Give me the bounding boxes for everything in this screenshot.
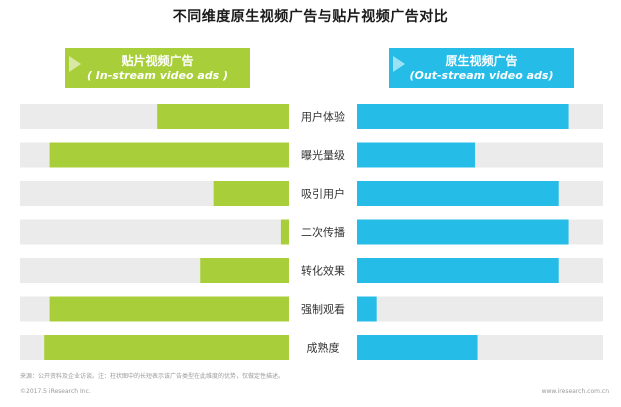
site-url: www.iresearch.com.cn	[541, 388, 609, 395]
copyright: ©2017.5 iResearch Inc.	[20, 388, 91, 395]
source-note: 来源：公开资料及企业访谈。注：柱状图中的长短表示该广告类型在此维度的优势，仅做定…	[20, 373, 285, 380]
track-right	[357, 296, 603, 322]
category-label: 曝光量级	[301, 148, 345, 162]
bar-instream	[44, 335, 290, 360]
bar-outstream	[357, 335, 478, 360]
bar-outstream	[357, 296, 377, 322]
legend-instream: 贴片视频广告 ( In-stream video ads )	[65, 48, 250, 88]
chart-title: 不同维度原生视频广告与贴片视频广告对比	[172, 9, 449, 25]
legend-instream-en: ( In-stream video ads )	[86, 69, 229, 82]
legend-outstream: 原生视频广告 (Out-stream video ads)	[389, 48, 574, 88]
bar-instream	[157, 104, 289, 129]
play-icon	[393, 56, 405, 72]
category-label: 成熟度	[307, 341, 340, 355]
bar-outstream	[357, 258, 559, 283]
bar-instream	[213, 181, 289, 206]
category-label: 二次传播	[301, 225, 345, 239]
legend-outstream-zh: 原生视频广告	[445, 54, 518, 68]
legend-outstream-en: (Out-stream video ads)	[409, 69, 554, 82]
bar-instream	[49, 142, 290, 168]
category-label: 用户体验	[301, 110, 345, 124]
play-icon	[69, 56, 81, 72]
track-left	[20, 219, 289, 245]
bar-instream	[49, 296, 290, 322]
bar-instream	[280, 219, 289, 245]
legend-instream-zh: 贴片视频广告	[121, 54, 194, 68]
bar-outstream	[357, 219, 569, 245]
category-label: 转化效果	[301, 264, 345, 278]
bar-outstream	[357, 142, 476, 168]
bar-instream	[200, 258, 289, 283]
category-label: 强制观看	[301, 302, 345, 316]
category-label: 吸引用户	[301, 187, 345, 201]
bar-outstream	[357, 104, 569, 129]
bar-outstream	[357, 181, 559, 206]
